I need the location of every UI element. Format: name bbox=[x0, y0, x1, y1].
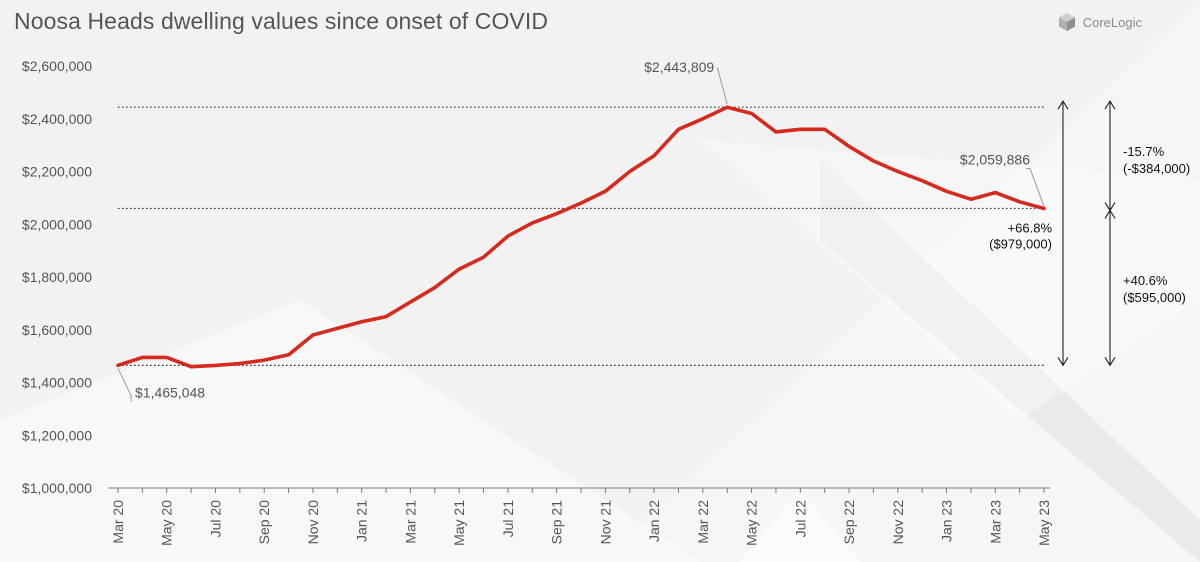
x-tick-label: Mar 23 bbox=[987, 500, 1003, 544]
series-line bbox=[116, 105, 1046, 369]
net-change-pct-label: +40.6% bbox=[1123, 273, 1168, 288]
x-tick-label: Jul 21 bbox=[500, 500, 516, 538]
y-axis: $1,000,000 $1,200,000 $1,400,000 $1,600,000… bbox=[22, 58, 92, 496]
x-tick-label: Jul 20 bbox=[207, 500, 223, 538]
y-tick-label: $1,800,000 bbox=[22, 269, 92, 285]
x-tick-label: Mar 21 bbox=[402, 500, 418, 544]
decline-pct-label: -15.7% bbox=[1123, 144, 1165, 159]
annotations: $2,443,809 $1,465,048 $2,059,886 +66.8%($97… bbox=[117, 59, 1190, 402]
x-tick-label: Nov 20 bbox=[305, 500, 321, 545]
y-tick-label: $1,400,000 bbox=[22, 375, 92, 391]
y-tick-label: $2,200,000 bbox=[22, 164, 92, 180]
growth-pct-label: +66.8% bbox=[1008, 220, 1053, 235]
peak-to-start-arrow bbox=[1057, 100, 1069, 367]
current-to-start-arrow-head-bottom bbox=[1104, 357, 1116, 367]
reference-lines bbox=[118, 106, 1044, 366]
corelogic-logo-icon bbox=[1058, 13, 1075, 31]
current-to-start-arrow-head-top bbox=[1104, 209, 1116, 219]
x-tick-label: Nov 22 bbox=[890, 500, 906, 545]
start-value-label: $1,465,048 bbox=[135, 384, 205, 400]
chart-title: Noosa Heads dwelling values since onset … bbox=[14, 8, 549, 34]
x-tick-label: May 22 bbox=[744, 500, 760, 546]
x-tick-label: Nov 21 bbox=[597, 500, 613, 545]
x-tick-label: Sep 22 bbox=[841, 500, 857, 545]
x-tick-label: May 20 bbox=[159, 500, 175, 546]
corelogic-logo: CoreLogic bbox=[1057, 12, 1142, 32]
peak-to-current-arrow-head-top bbox=[1104, 100, 1116, 110]
x-tick-label: Jan 21 bbox=[354, 500, 370, 542]
x-tick-label: Jul 22 bbox=[792, 500, 808, 538]
end-value-label: $2,059,886 bbox=[960, 151, 1030, 167]
y-tick-label: $1,200,000 bbox=[22, 427, 92, 443]
peak-value-label: $2,443,809 bbox=[644, 59, 714, 75]
series-layer bbox=[116, 105, 1046, 369]
x-tick-label: Mar 22 bbox=[695, 500, 711, 544]
peak-to-start-arrow-head-bottom bbox=[1057, 357, 1069, 367]
y-tick-label: $2,400,000 bbox=[22, 111, 92, 127]
x-tick-label: May 21 bbox=[451, 500, 467, 546]
peak-to-current-arrow bbox=[1104, 100, 1116, 212]
peak-leader-line bbox=[716, 67, 728, 105]
decline-amount-label: (-$384,000) bbox=[1123, 161, 1190, 176]
x-tick-label: Sep 21 bbox=[549, 500, 565, 545]
x-tick-label: May 23 bbox=[1036, 500, 1052, 546]
growth-amount-label: ($979,000) bbox=[989, 236, 1052, 251]
y-tick-label: $2,600,000 bbox=[22, 58, 92, 74]
y-tick-label: $1,000,000 bbox=[22, 480, 92, 496]
y-tick-label: $1,600,000 bbox=[22, 322, 92, 338]
corelogic-logo-text: CoreLogic bbox=[1082, 14, 1142, 30]
end-leader-line bbox=[1026, 167, 1045, 207]
y-tick-label: $2,000,000 bbox=[22, 216, 92, 232]
start-leader-line bbox=[117, 368, 132, 402]
x-tick-label: Jan 23 bbox=[939, 500, 955, 542]
current-to-start-arrow bbox=[1104, 209, 1116, 367]
net-change-amount-label: ($595,000) bbox=[1123, 290, 1186, 305]
x-axis: Mar 20 May 20 Jul 20 Sep 20 Nov 20 Jan 21 Mar … bbox=[108, 487, 1052, 546]
x-tick-label: Jan 22 bbox=[646, 500, 662, 542]
x-tick-label: Sep 20 bbox=[256, 500, 272, 545]
x-tick-label: Mar 20 bbox=[110, 500, 126, 544]
peak-to-start-arrow-head-top bbox=[1057, 100, 1069, 110]
